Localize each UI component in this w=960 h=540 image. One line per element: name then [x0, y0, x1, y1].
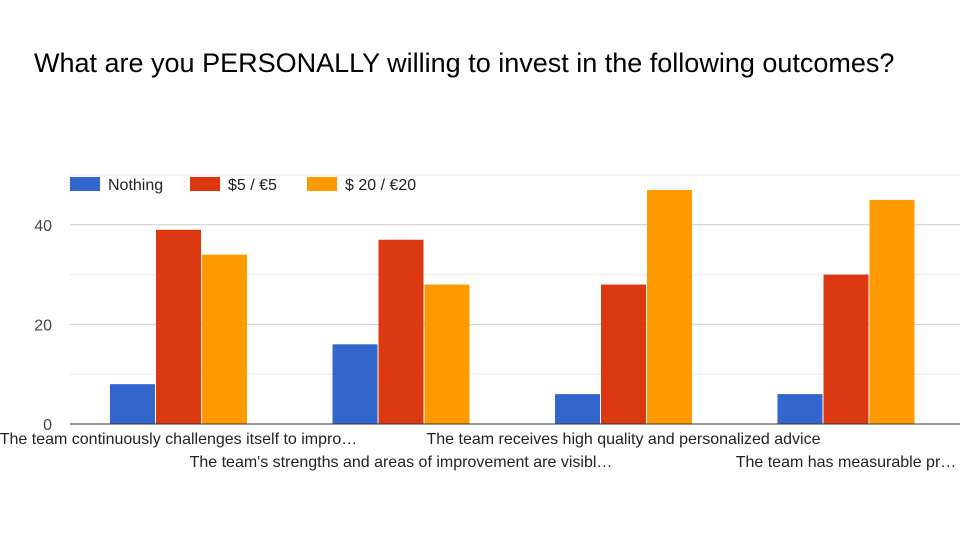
bar-nothing [555, 394, 600, 424]
y-tick-label: 20 [34, 317, 52, 334]
bar-nothing [332, 344, 378, 424]
legend-label: Nothing [108, 177, 163, 194]
legend-swatch-20-20 [307, 177, 337, 191]
x-category-label: The team has measurable pr… [736, 454, 957, 471]
x-category-label: The team's strengths and areas of improv… [190, 454, 613, 471]
legend-swatch-nothing [70, 177, 100, 191]
bar-nothing [110, 384, 155, 424]
y-tick-label: 0 [43, 417, 52, 434]
y-tick-label: 40 [34, 218, 52, 235]
x-category-label: The team continuously challenges itself … [0, 431, 357, 448]
bar-20-20 [202, 254, 247, 424]
bar-nothing [777, 394, 823, 424]
legend-swatch-5-5 [190, 177, 220, 191]
legend-label: $5 / €5 [228, 177, 277, 194]
bar-5-5 [156, 229, 201, 424]
x-category-label: The team receives high quality and perso… [426, 431, 820, 448]
bar-5-5 [601, 284, 646, 424]
legend-label: $ 20 / €20 [345, 177, 416, 194]
chart-title: What are you PERSONALLY willing to inves… [34, 48, 895, 78]
bar-5-5 [378, 239, 424, 424]
bar-5-5 [823, 274, 869, 424]
bar-20-20 [424, 284, 470, 424]
bar-20-20 [647, 189, 692, 424]
bar-20-20 [869, 199, 915, 424]
